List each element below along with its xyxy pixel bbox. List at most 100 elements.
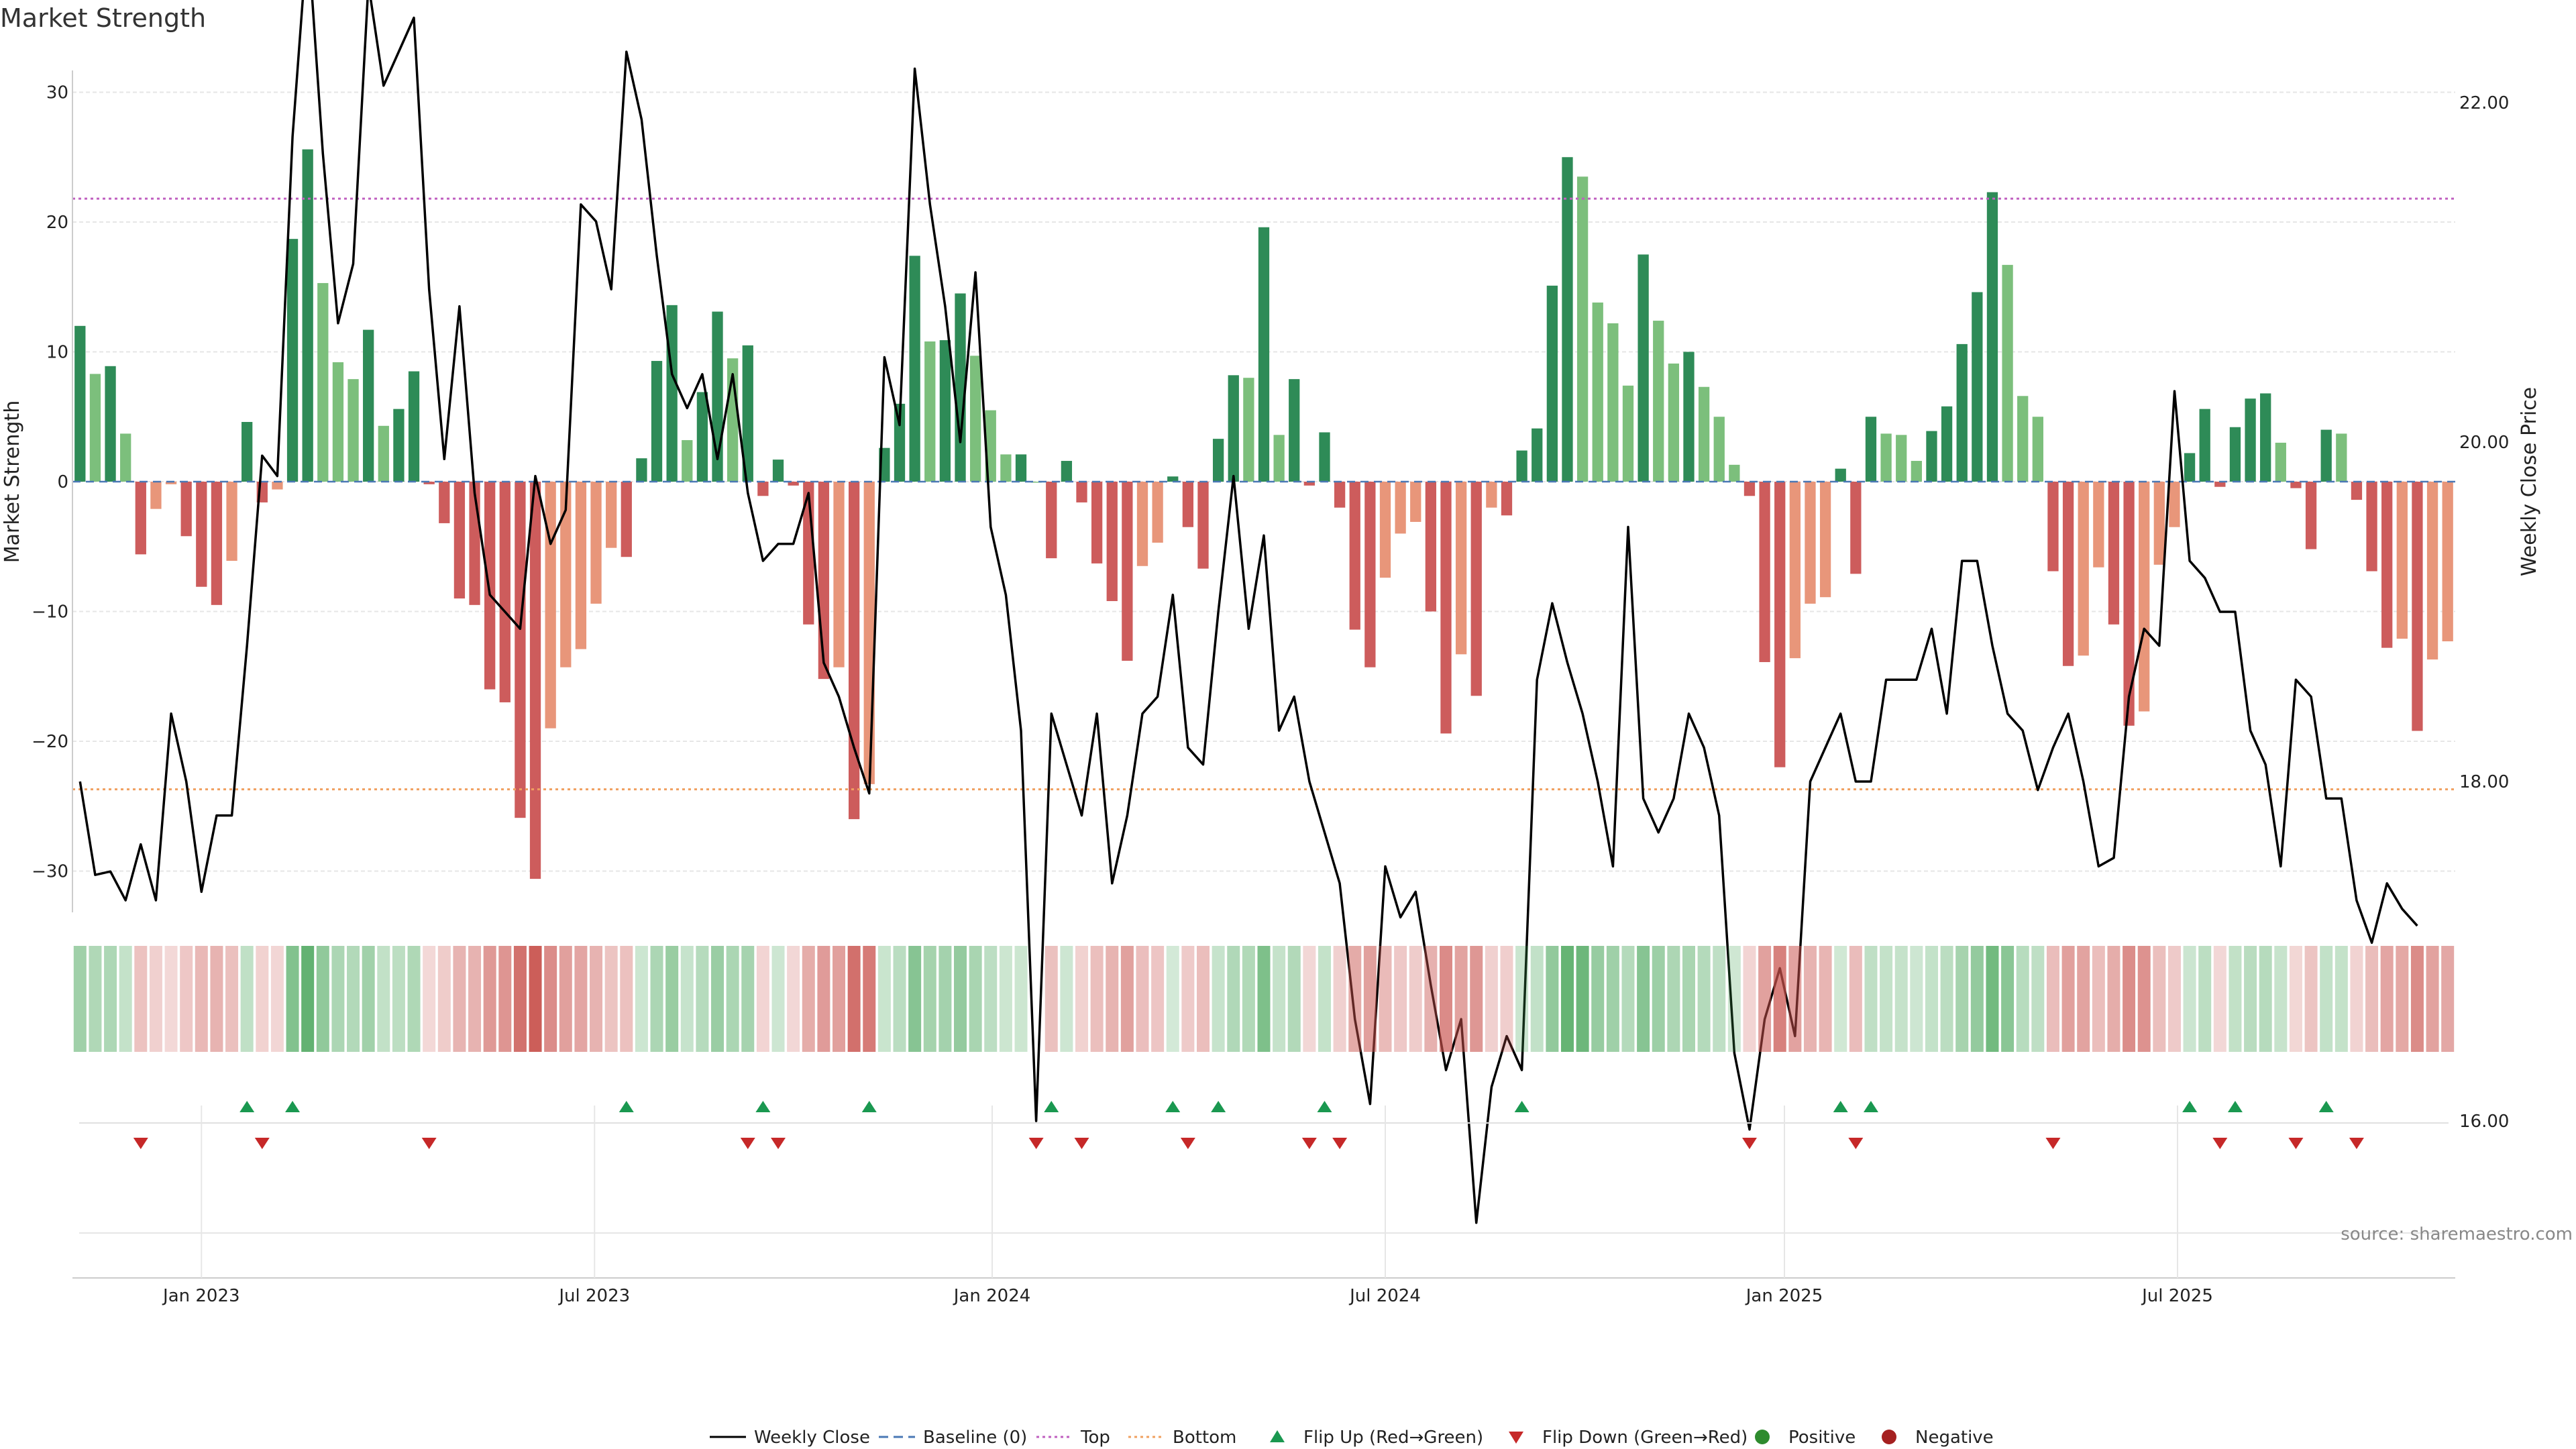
x-tick-label: Jan 2025 <box>1745 1286 1823 1306</box>
strength-bar <box>439 482 450 523</box>
heat-cell <box>2289 946 2302 1052</box>
heat-cell <box>1424 946 1438 1052</box>
strength-bar <box>2184 453 2196 482</box>
strength-bar <box>863 482 875 784</box>
heat-cell <box>1910 946 1923 1052</box>
heat-cell <box>119 946 132 1052</box>
strength-bar <box>2366 482 2377 572</box>
y2-tick-label: 22.00 <box>2459 93 2509 113</box>
strength-bar <box>1395 482 1406 534</box>
heat-cell <box>726 946 739 1052</box>
flip-down-marker <box>1848 1138 1864 1149</box>
strength-bar <box>666 305 678 482</box>
heat-cell <box>2304 946 2318 1052</box>
strength-bar <box>1258 227 1270 482</box>
strength-bar <box>2093 482 2104 568</box>
strength-bar <box>1303 482 1316 486</box>
flip-up-marker <box>2182 1101 2198 1112</box>
strength-bar <box>2229 427 2241 482</box>
heat-cell <box>1758 946 1772 1052</box>
flip-up-marker <box>1863 1101 1878 1112</box>
strength-bar <box>1106 482 1118 602</box>
heat-cell <box>696 946 709 1052</box>
heat-cell <box>2426 946 2439 1052</box>
heat-cell <box>2244 946 2257 1052</box>
heat-cell <box>2031 946 2045 1052</box>
heat-cell <box>1151 946 1165 1052</box>
strength-bar <box>1622 385 1634 482</box>
legend-marker <box>1882 1430 1896 1444</box>
heat-cell <box>2213 946 2226 1052</box>
heat-cell <box>423 946 436 1052</box>
heat-cell <box>1970 946 1984 1052</box>
flip-down-marker <box>1332 1138 1348 1149</box>
y2-tick-label: 20.00 <box>2459 433 2509 453</box>
strength-bar <box>1076 482 1087 502</box>
flip-up-marker <box>285 1101 301 1112</box>
strength-bar <box>545 482 556 729</box>
axes: 3020100−10−20−3024.0022.0020.0018.0016.0… <box>32 70 2509 1132</box>
strength-bar <box>1455 482 1467 655</box>
heat-cell <box>2183 946 2196 1052</box>
strength-bar <box>606 482 617 548</box>
strength-bar <box>74 325 86 482</box>
heat-cell <box>1333 946 1346 1052</box>
heat-cell <box>559 946 572 1052</box>
strength-bar <box>1182 482 1194 527</box>
strength-bar <box>1729 464 1740 482</box>
heat-cell <box>1576 946 1589 1052</box>
strength-bar <box>1091 482 1103 564</box>
strength-bar <box>2123 482 2135 726</box>
strength-bar <box>1061 461 1073 482</box>
strength-bar <box>1289 379 1300 482</box>
strength-bar <box>2396 482 2408 639</box>
heat-cell <box>2334 946 2348 1052</box>
strength-bar <box>1850 482 1862 574</box>
legend-label: Top <box>1080 1428 1110 1448</box>
heat-cell <box>2396 946 2409 1052</box>
heat-cell <box>1788 946 1802 1052</box>
heat-cell <box>1713 946 1726 1052</box>
heat-cell <box>1637 946 1650 1052</box>
strength-bar <box>636 458 647 482</box>
heat-cell <box>923 946 936 1052</box>
heat-cell <box>1803 946 1817 1052</box>
heat-cell <box>787 946 800 1052</box>
strength-bar <box>1668 363 1679 482</box>
heat-cell <box>270 946 284 1052</box>
heat-cell <box>1940 946 1953 1052</box>
heat-cell <box>2259 946 2272 1052</box>
heat-strip <box>73 946 2455 1052</box>
strength-bar <box>1501 482 1513 516</box>
heat-cell <box>1257 946 1271 1052</box>
y2-axis-label: Weekly Close Price <box>2518 387 2541 576</box>
heat-cell <box>1621 946 1635 1052</box>
heat-cell <box>89 946 102 1052</box>
heat-cell <box>225 946 239 1052</box>
legend-label: Baseline (0) <box>923 1428 1027 1448</box>
heat-cell <box>1439 946 1452 1052</box>
heat-cell <box>984 946 998 1052</box>
strength-bar <box>2062 482 2074 666</box>
heat-cell <box>2410 946 2424 1052</box>
strength-bar <box>2139 482 2150 712</box>
strength-bar <box>833 482 845 667</box>
strength-bar <box>1698 386 1710 482</box>
strength-bar <box>1972 292 1983 482</box>
flip-down-marker <box>1028 1138 1044 1149</box>
heat-cell <box>1303 946 1316 1052</box>
legend: Weekly Close Baseline (0) Top Bottom Flip Up… <box>710 1428 1994 1448</box>
strength-bar <box>2305 482 2317 549</box>
heat-cell <box>1819 946 1832 1052</box>
strength-bar <box>1941 406 1953 482</box>
heat-cell <box>741 946 755 1052</box>
heat-cell <box>1394 946 1407 1052</box>
heat-cell <box>1348 946 1362 1052</box>
y2-tick-label: 16.00 <box>2459 1112 2509 1132</box>
strength-bar <box>1986 192 1998 482</box>
strength-bar <box>1926 431 1937 482</box>
strength-bar <box>1364 482 1376 667</box>
heat-cell <box>1682 946 1695 1052</box>
strength-bar <box>1440 482 1452 734</box>
